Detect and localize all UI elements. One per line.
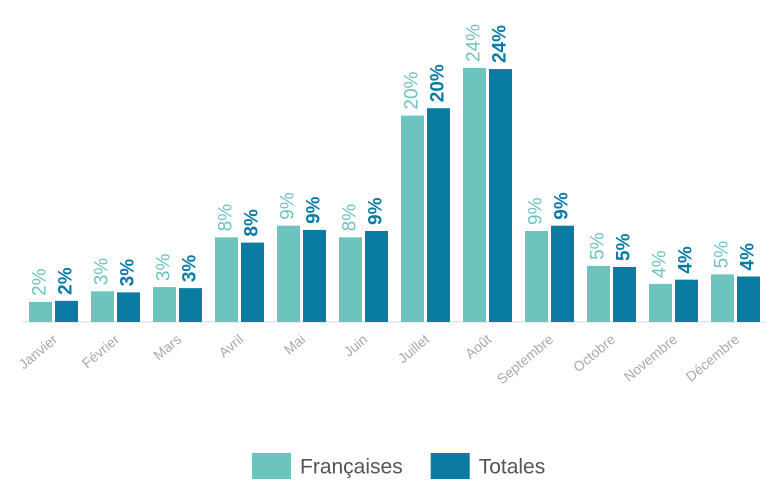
value-label: 5%: [712, 241, 733, 269]
value-label: 2%: [30, 268, 51, 296]
bar: [737, 276, 760, 322]
x-tick-label: Octobre: [570, 331, 619, 375]
x-tick-label: Mai: [281, 331, 309, 358]
bar: [489, 69, 512, 322]
value-label: 8%: [216, 204, 237, 232]
bar: [587, 265, 610, 322]
bar: [613, 266, 636, 322]
bar: [551, 225, 574, 322]
x-tick-label: Novembre: [621, 331, 681, 385]
bar: [215, 237, 238, 322]
bar: [711, 274, 734, 322]
value-label: 3%: [180, 255, 201, 283]
value-label: 4%: [676, 246, 697, 274]
x-tick-label: Février: [79, 331, 123, 371]
value-label: 20%: [402, 71, 423, 109]
bar: [241, 242, 264, 322]
bar: [525, 230, 548, 322]
value-label: 9%: [526, 197, 547, 225]
value-label: 9%: [278, 192, 299, 220]
bar: [365, 230, 388, 322]
value-label: 9%: [304, 196, 325, 224]
legend-label: Françaises: [300, 456, 403, 479]
x-tick-label: Janvier: [15, 331, 60, 372]
value-label: 2%: [56, 267, 77, 295]
bar: [179, 288, 202, 322]
value-label: 9%: [366, 197, 387, 225]
bar: [675, 279, 698, 322]
bar: [29, 301, 52, 322]
legend-label: Totales: [479, 456, 546, 479]
bar: [339, 237, 362, 322]
value-label: 4%: [650, 250, 671, 278]
x-tick-label: Juillet: [395, 331, 433, 366]
bar: [91, 291, 114, 322]
bar: [427, 108, 450, 322]
bar: [649, 283, 672, 322]
bar: [277, 225, 300, 322]
x-tick-label: Décembre: [683, 331, 743, 385]
x-tick-label: Septembre: [494, 331, 557, 387]
value-label: 8%: [242, 209, 263, 237]
x-tick-label: Mars: [150, 331, 184, 363]
value-label: 8%: [340, 204, 361, 232]
value-label: 24%: [464, 24, 485, 62]
x-tick-label: Avril: [215, 331, 246, 361]
value-label: 3%: [92, 258, 113, 286]
bar: [463, 68, 486, 322]
bar: [153, 287, 176, 322]
value-label: 3%: [154, 254, 175, 282]
value-label: 9%: [552, 192, 573, 220]
bar: [401, 115, 424, 322]
x-tick-label: Juin: [340, 331, 370, 360]
legend-swatch: [430, 453, 470, 479]
value-label: 3%: [118, 259, 139, 287]
value-label: 5%: [614, 233, 635, 261]
value-label: 24%: [490, 25, 511, 63]
value-label: 5%: [588, 232, 609, 260]
legend-swatch: [252, 453, 291, 479]
bar: [55, 300, 78, 322]
x-tick-label: Août: [462, 331, 494, 362]
value-label: 20%: [428, 64, 449, 102]
bar: [117, 292, 140, 322]
value-label: 4%: [738, 243, 759, 271]
bar: [303, 229, 326, 322]
